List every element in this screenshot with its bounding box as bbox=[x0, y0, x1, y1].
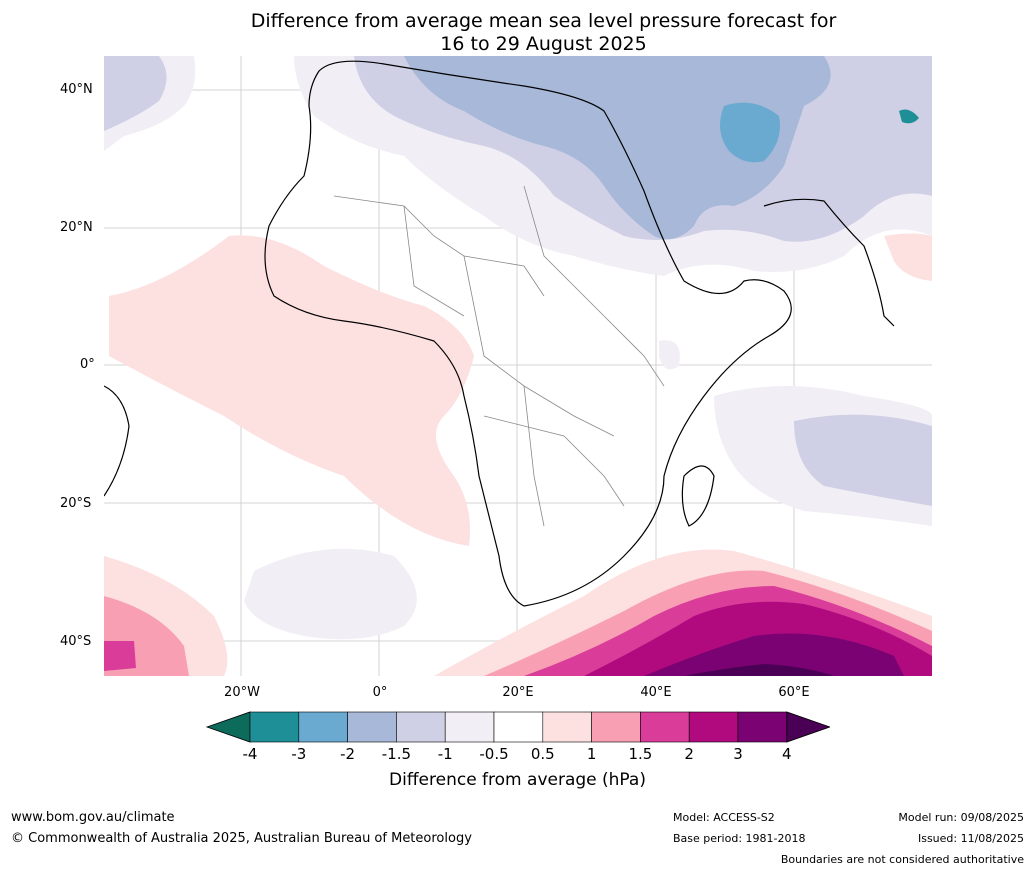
colorbar-segment bbox=[298, 711, 348, 743]
north-negative-anomaly bbox=[104, 56, 932, 640]
title-line-1: Difference from average mean sea level p… bbox=[250, 10, 837, 32]
colorbar-tick-label: 2 bbox=[684, 745, 694, 763]
colorbar-segment bbox=[542, 711, 592, 743]
colorbar-label: Difference from average (hPa) bbox=[389, 770, 646, 790]
atlantic-positive-anomaly bbox=[109, 233, 932, 546]
lat-label-0: 0° bbox=[80, 357, 95, 372]
coastlines bbox=[104, 60, 895, 607]
issued-text: Issued: 11/08/2025 bbox=[917, 832, 1024, 845]
lon-label-20w: 20°W bbox=[224, 685, 260, 700]
colorbar-segment bbox=[493, 711, 544, 743]
colorbar-tick-label: 4 bbox=[782, 745, 792, 763]
title-line-2: 16 to 29 August 2025 bbox=[440, 33, 647, 55]
website-text: www.bom.gov.au/climate bbox=[11, 810, 175, 825]
colorbar-tick-label: -2 bbox=[340, 745, 356, 763]
model-text: Model: ACCESS-S2 bbox=[673, 811, 775, 824]
colorbar bbox=[205, 711, 830, 743]
country-borders bbox=[333, 185, 665, 527]
lon-label-40e: 40°E bbox=[640, 685, 672, 700]
colorbar-tick-label: -0.5 bbox=[479, 745, 509, 763]
lat-label-40s: 40°S bbox=[60, 634, 92, 649]
lon-label-0: 0° bbox=[372, 685, 388, 700]
colorbar-segment bbox=[737, 711, 788, 743]
colorbar-segment bbox=[444, 711, 495, 743]
colorbar-segment bbox=[688, 711, 739, 743]
colorbar-tick-label: -1 bbox=[437, 745, 453, 763]
colorbar-segment bbox=[396, 711, 446, 743]
base-period-text: Base period: 1981-2018 bbox=[673, 832, 806, 845]
lon-label-20e: 20°E bbox=[502, 685, 534, 700]
colorbar-segment bbox=[249, 711, 300, 743]
colorbar-tick-label: 1.5 bbox=[628, 745, 653, 763]
copyright-text: © Commonwealth of Australia 2025, Austra… bbox=[11, 831, 472, 846]
disclaimer-text: Boundaries are not considered authoritat… bbox=[780, 853, 1024, 866]
colorbar-segment bbox=[591, 711, 641, 743]
map-title: Difference from average mean sea level p… bbox=[0, 10, 1035, 56]
lon-label-60e: 60°E bbox=[778, 685, 810, 700]
south-positive-anomaly bbox=[104, 549, 932, 676]
colorbar-tick-label: 1 bbox=[586, 745, 597, 763]
colorbar-extend-high bbox=[786, 711, 830, 743]
colorbar-extend-low bbox=[205, 711, 251, 743]
lat-label-20s: 20°S bbox=[60, 496, 92, 511]
pressure-anomaly-map bbox=[104, 56, 932, 676]
colorbar-tick-label: 0.5 bbox=[530, 745, 555, 763]
colorbar-tick-label: -1.5 bbox=[381, 745, 412, 763]
colorbar-segment bbox=[640, 711, 690, 743]
colorbar-tick-label: -3 bbox=[291, 745, 307, 763]
colorbar-tick-label: 3 bbox=[733, 745, 743, 763]
lat-label-20n: 20°N bbox=[60, 220, 93, 235]
model-run-text: Model run: 09/08/2025 bbox=[898, 811, 1024, 824]
colorbar-tick-label: -4 bbox=[242, 745, 258, 763]
colorbar-segment bbox=[347, 711, 397, 743]
lat-label-40n: 40°N bbox=[60, 82, 93, 97]
